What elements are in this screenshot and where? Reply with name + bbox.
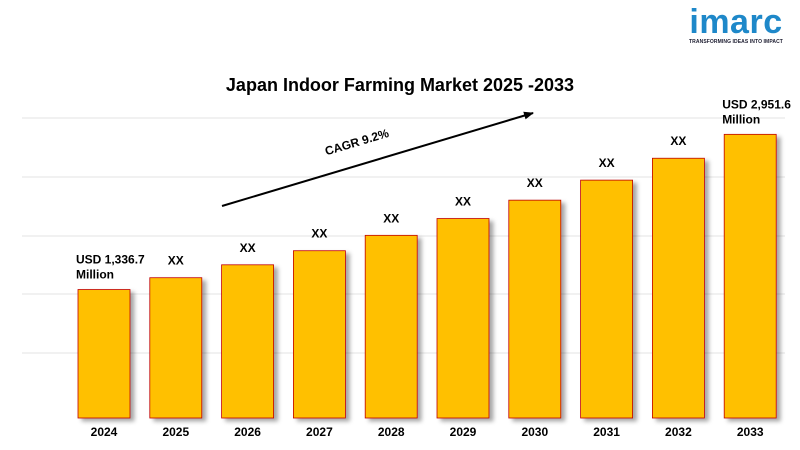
x-tick-label: 2027 bbox=[306, 425, 333, 439]
value-label: XX bbox=[383, 211, 399, 225]
logo-tagline: TRANSFORMING IDEAS INTO IMPACT bbox=[689, 39, 783, 45]
cagr-annotation: CAGR 9.2% bbox=[221, 111, 534, 207]
value-label: XX bbox=[168, 254, 184, 268]
bar-2030 bbox=[508, 199, 562, 419]
value-label: USD 1,336.7 Million bbox=[76, 253, 145, 282]
bar-2026 bbox=[221, 264, 275, 419]
bar-2024 bbox=[77, 289, 131, 419]
cagr-label: CAGR 9.2% bbox=[323, 126, 391, 158]
x-tick-label: 2025 bbox=[162, 425, 189, 439]
bar-2028 bbox=[364, 234, 418, 419]
value-label: XX bbox=[455, 195, 471, 209]
value-label: USD 2,951.6 Million bbox=[722, 97, 791, 126]
imarc-logo: imarc TRANSFORMING IDEAS INTO IMPACT bbox=[686, 4, 786, 45]
cagr-arrow bbox=[221, 111, 534, 207]
bar-2027 bbox=[292, 250, 346, 419]
value-label: XX bbox=[670, 134, 686, 148]
bar-2032 bbox=[652, 157, 705, 419]
logo-wordmark: imarc bbox=[689, 3, 783, 41]
bar-2033 bbox=[723, 133, 777, 419]
x-tick-label: 2024 bbox=[91, 425, 118, 439]
value-label: XX bbox=[240, 241, 256, 255]
x-tick-label: 2026 bbox=[234, 425, 261, 439]
value-label: XX bbox=[527, 176, 543, 190]
bar-2029 bbox=[436, 218, 490, 419]
x-tick-label: 2032 bbox=[665, 425, 692, 439]
x-tick-label: 2028 bbox=[378, 425, 405, 439]
value-label: XX bbox=[311, 227, 327, 241]
chart-title: Japan Indoor Farming Market 2025 -2033 bbox=[226, 75, 574, 95]
x-tick-label: 2031 bbox=[593, 425, 620, 439]
x-tick-label: 2030 bbox=[521, 425, 548, 439]
x-tick-label: 2033 bbox=[737, 425, 764, 439]
bar-2031 bbox=[580, 179, 633, 419]
bar-2025 bbox=[149, 277, 203, 419]
value-label: XX bbox=[599, 156, 615, 170]
x-tick-label: 2029 bbox=[450, 425, 477, 439]
